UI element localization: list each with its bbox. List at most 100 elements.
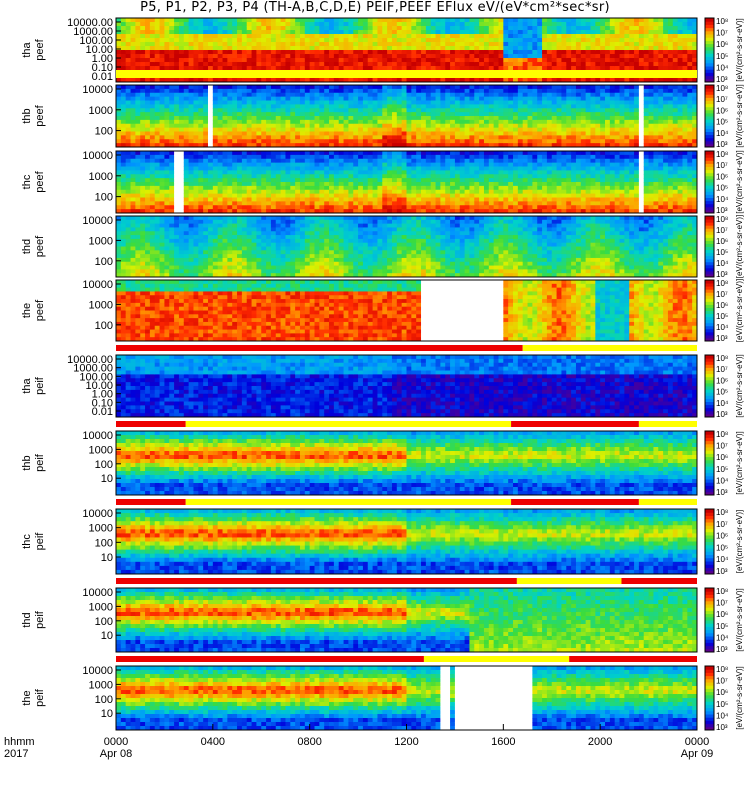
panel-label: thc [21, 174, 33, 189]
status-bar [423, 656, 570, 662]
status-bar [116, 345, 523, 351]
colorbar-label: [eV/(cm²-s-sr-eV)] [735, 354, 744, 418]
panel-label: tha [21, 377, 33, 393]
colorbar-tick-label: 10⁷ [716, 365, 728, 374]
status-bar [516, 578, 622, 584]
colorbar-tick-label: 10⁷ [716, 520, 728, 529]
colorbar-tick-label: 10⁸ [716, 354, 728, 363]
colorbar-tick-label: 10⁴ [716, 259, 729, 268]
y-tick-label: 10000 [82, 150, 113, 162]
colorbar-tick-label: 10⁶ [716, 40, 728, 49]
status-bar [116, 578, 517, 584]
y-tick-label: 100 [95, 537, 113, 549]
y-tick-label: 10000.00 [67, 354, 113, 366]
y-tick-label: 1.00 [92, 53, 113, 65]
y-tick-label: 1000 [89, 679, 113, 691]
colorbar-tick-label: 10⁵ [716, 700, 728, 709]
y-tick-label: 1000.00 [73, 26, 113, 38]
y-tick-label: 100 [95, 256, 113, 268]
colorbar-tick-label: 10⁷ [716, 29, 728, 38]
colorbar-tick-label: 10³ [716, 410, 728, 419]
status-bar [116, 70, 697, 78]
colorbar-tick-label: 10³ [716, 334, 728, 343]
colorbar-tick-label: 10⁷ [716, 290, 728, 299]
colorbar-tick-label: 10⁵ [716, 184, 728, 193]
colorbar-tick-label: 10⁴ [716, 63, 729, 72]
y-tick-label: 100.00 [79, 35, 113, 47]
colorbar-tick-label: 10⁶ [716, 237, 728, 246]
colorbar: 10³ 10⁴ 10⁵ 10⁶ 10⁷ 10⁸ [eV/(cm²-s-sr-eV)] [704, 215, 744, 279]
y-tick-label: 10000 [82, 279, 113, 291]
colorbar-tick-label: 10⁶ [716, 532, 728, 541]
colorbar: 10³ 10⁴ 10⁵ 10⁶ 10⁷ 10⁸ [eV/(cm²-s-sr-eV)] [704, 17, 744, 84]
panel-label: peef [34, 38, 46, 60]
colorbar-tick-label: 10³ [716, 488, 728, 497]
y-tick-label: 0.01 [92, 71, 113, 83]
colorbar-tick-label: 10⁸ [716, 215, 728, 224]
colorbar-label: [eV/(cm²-s-sr-eV)] [735, 18, 744, 82]
colorbar: 10³ 10⁴ 10⁵ 10⁶ 10⁷ 10⁸ [eV/(cm²-s-sr-eV)] [704, 150, 744, 215]
y-tick-label: 100 [95, 459, 113, 471]
y-tick-label: 100 [95, 126, 113, 138]
colorbar-tick-label: 10³ [716, 206, 728, 215]
status-bar [511, 421, 639, 427]
colorbar-label: [eV/(cm²-s-sr-eV)] [735, 510, 744, 574]
colorbar-tick-label: 10⁸ [716, 279, 728, 288]
colorbar-tick-label: 10³ [716, 270, 728, 279]
colorbar-tick-label: 10⁶ [716, 172, 728, 181]
colorbar-tick-label: 10³ [716, 567, 728, 576]
panel-label: thd [21, 612, 33, 627]
colorbar-tick-label: 10⁸ [716, 150, 728, 159]
colorbar-tick-label: 10⁶ [716, 376, 728, 385]
y-tick-label: 1000.00 [73, 363, 113, 375]
panel-thd-peef: 10000 1000 100 thd peef 10³ 10⁴ 10⁵ 10⁶ 10⁷ 10⁸ [eV… [21, 215, 744, 279]
y-tick-label: 1000 [89, 105, 113, 117]
colorbar: 10³ 10⁴ 10⁵ 10⁶ 10⁷ 10⁸ [eV/(cm²-s-sr-eV)] [704, 430, 744, 497]
y-tick-label: 1000 [89, 601, 113, 613]
status-bar [569, 656, 697, 662]
y-tick-label: 100 [95, 192, 113, 204]
time-tick-label: 0400 [201, 736, 225, 748]
panel-label: peef [34, 104, 46, 126]
y-tick-label: 1000 [89, 444, 113, 456]
colorbar-tick-label: 10⁴ [716, 399, 729, 408]
colorbar-tick-label: 10⁵ [716, 118, 728, 127]
y-tick-label: 10000 [82, 215, 113, 227]
y-tick-label: 10000 [82, 508, 113, 520]
y-tick-label: 10.00 [85, 380, 113, 392]
colorbar-tick-label: 10⁴ [716, 555, 729, 564]
panel-label: peif [34, 688, 46, 707]
y-tick-label: 10000.00 [67, 17, 113, 29]
colorbar-tick-label: 10⁴ [716, 195, 729, 204]
time-tick-label: 2000 [588, 736, 612, 748]
colorbar-tick-label: 10⁴ [716, 711, 729, 720]
y-tick-label: 10.00 [85, 44, 113, 56]
y-tick-label: 10000 [82, 665, 113, 677]
colorbar-tick-label: 10⁵ [716, 388, 728, 397]
status-bar [511, 499, 639, 505]
y-tick-label: 100 [95, 694, 113, 706]
colorbar-tick-label: 10⁷ [716, 226, 728, 235]
colorbar-label: [eV/(cm²-s-sr-eV)] [735, 84, 744, 148]
y-tick-label: 10 [101, 708, 113, 720]
colorbar-tick-label: 10⁷ [716, 442, 728, 451]
colorbar-tick-label: 10⁸ [716, 587, 728, 596]
y-tick-label: 1.00 [92, 389, 113, 401]
status-bar [638, 421, 697, 427]
y-tick-label: 1000 [89, 299, 113, 311]
colorbar-tick-label: 10⁶ [716, 453, 728, 462]
colorbar-tick-label: 10⁴ [716, 633, 729, 642]
y-tick-label: 10000 [82, 587, 113, 599]
colorbar-tick-label: 10⁷ [716, 677, 728, 686]
status-bar [185, 499, 512, 505]
colorbar-tick-label: 10⁸ [716, 84, 728, 93]
time-tick-label: 0000 [104, 736, 128, 748]
colorbar-tick-label: 10⁵ [716, 52, 728, 61]
colorbar-tick-label: 10³ [716, 723, 728, 732]
y-tick-label: 100 [95, 320, 113, 332]
panel-label: peif [34, 376, 46, 395]
y-tick-label: 100.00 [79, 371, 113, 383]
